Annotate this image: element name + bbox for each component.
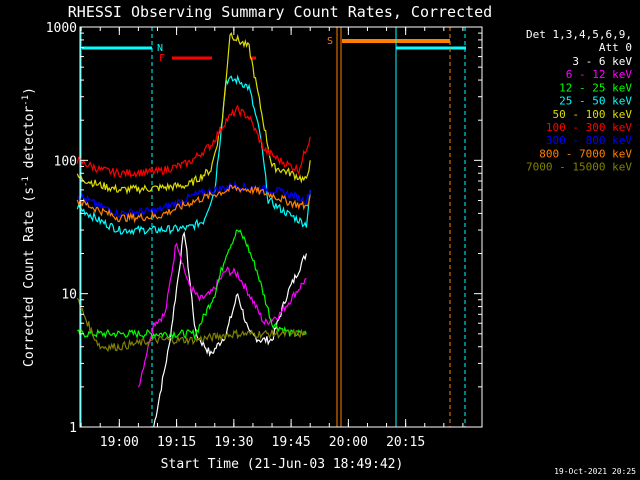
series-line-4: [76, 31, 311, 196]
legend-entry-0: 3 - 6 keV: [572, 55, 632, 68]
x-tick-label-3: 19:45: [272, 435, 311, 450]
y-tick-label-2: 100: [54, 154, 77, 169]
plot-area: NF S: [76, 27, 466, 428]
x-tick-label-1: 19:15: [157, 435, 196, 450]
legend-entry-3: 25 - 50 keV: [559, 95, 632, 108]
series-line-1: [137, 242, 307, 388]
legend-entry-1: 6 - 12 keV: [566, 68, 633, 81]
plot-frame: [79, 26, 483, 428]
legend-entry-5: 100 - 300 keV: [546, 121, 632, 134]
series-line-7: [76, 184, 311, 224]
series-line-5: [76, 104, 311, 179]
legend-entry-6: 300 - 800 keV: [546, 134, 632, 147]
series-line-8: [76, 297, 307, 353]
series-line-6: [77, 180, 311, 219]
legend-entry-2: 12 - 25 keV: [559, 81, 632, 94]
x-tick-label-5: 20:15: [386, 435, 425, 450]
legend-entry-4: 50 - 100 keV: [553, 108, 633, 121]
legend-entry-8: 7000 - 15000 keV: [526, 161, 632, 174]
series-line-2: [77, 229, 307, 340]
y-tick-label-1: 10: [61, 288, 77, 303]
legend-header-detectors: Det 1,3,4,5,6,9,: [526, 28, 632, 41]
series-line-3: [76, 74, 311, 236]
y-tick-label-0: 1: [69, 421, 77, 436]
flag-label-N: N: [157, 43, 163, 54]
x-axis-label: Start Time (21-Jun-03 18:49:42): [161, 457, 404, 472]
series-line-0: [153, 230, 307, 428]
flag-label-S: S: [327, 36, 333, 47]
x-tick-label-0: 19:00: [100, 435, 139, 450]
legend-header-attenuator: Att 0: [599, 41, 632, 54]
footer-timestamp: 19-Oct-2021 20:25: [554, 467, 636, 476]
y-tick-label-3: 1000: [46, 21, 77, 36]
flag-label-F: F: [159, 53, 165, 64]
y-axis-label: Corrected Count Rate (s-1 detector-1): [21, 87, 37, 367]
axes: 1 10 100 1000 19:00 19:15 19:30 19:45 20:00 20:15: [46, 21, 483, 450]
x-tick-label-4: 20:00: [329, 435, 368, 450]
legend-entry-7: 800 - 7000 keV: [539, 147, 632, 160]
x-tick-label-2: 19:30: [214, 435, 253, 450]
chart-title: RHESSI Observing Summary Count Rates, Co…: [68, 3, 492, 21]
